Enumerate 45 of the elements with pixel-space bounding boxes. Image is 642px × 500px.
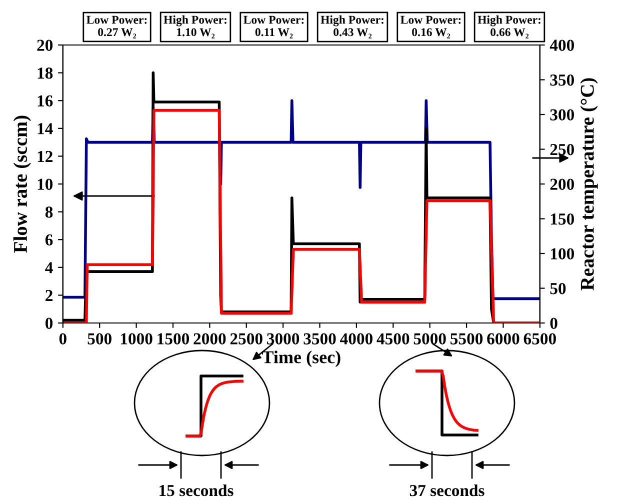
x-tick-label: 500 <box>88 333 112 344</box>
x-tick-label: 3000 <box>267 333 300 344</box>
y2-tick-label: 0 <box>550 318 558 329</box>
y-tick-label: 8 <box>45 206 53 218</box>
y-tick-label: 14 <box>38 123 53 134</box>
x-tick-label: 2000 <box>194 333 226 344</box>
y2-tick-label: 350 <box>550 74 574 86</box>
x-tick-label: 4500 <box>376 333 410 344</box>
x-tick-label: 6000 <box>487 333 520 344</box>
x-tick-label: 0 <box>59 333 66 344</box>
y-tick-label: 10 <box>38 178 53 190</box>
text: 15 seconds <box>160 484 234 496</box>
text: Low Power: 0.27 W₂ <box>86 16 147 38</box>
x-tick-label: 6500 <box>524 333 556 344</box>
y-tick-label: 4 <box>45 262 53 274</box>
y2-tick-label: 150 <box>550 213 574 225</box>
y-tick-label: 0 <box>45 318 53 329</box>
x-tick-label: 2500 <box>230 333 262 344</box>
text: 37 seconds <box>410 484 484 496</box>
y2-tick-label: 400 <box>550 40 574 51</box>
y2-tick-label: 50 <box>550 282 566 294</box>
y-tick-label: 12 <box>38 150 52 162</box>
text: High Power: 1.10 W₂ <box>164 15 226 38</box>
y-tick-label: 18 <box>38 68 53 79</box>
y2-tick-label: 300 <box>550 109 574 120</box>
y-tick-label: 20 <box>37 40 53 51</box>
y2-tick-label: 200 <box>550 178 574 190</box>
y-tick-label: 16 <box>38 95 53 107</box>
x-tick-label: 3500 <box>304 333 336 344</box>
y-tick-label: 6 <box>45 234 53 246</box>
text: Low Power: 0.11 W₂ <box>244 16 304 38</box>
x-tick-label: 1500 <box>158 333 190 344</box>
x-tick-label: 1000 <box>120 333 152 344</box>
y2-tick-label: 250 <box>550 144 574 156</box>
text: High Power: 0.43 W₂ <box>320 15 384 38</box>
x-axis-title: Time (sec) <box>262 350 340 367</box>
text: Low Power: 0.16 W₂ <box>400 16 461 38</box>
y-tick-label: 2 <box>46 290 52 301</box>
x-tick-label: 4000 <box>340 333 372 344</box>
y2-axis-title: Reactor temperature (°C) <box>580 78 598 290</box>
x-tick-label: 5000 <box>414 333 446 344</box>
x-tick-label: 5500 <box>450 333 483 344</box>
y2-tick-label: 100 <box>550 248 574 260</box>
y-axis-title: Flow rate (sccm) <box>13 116 31 253</box>
text: High Power: 0.66 W₂ <box>478 15 540 38</box>
